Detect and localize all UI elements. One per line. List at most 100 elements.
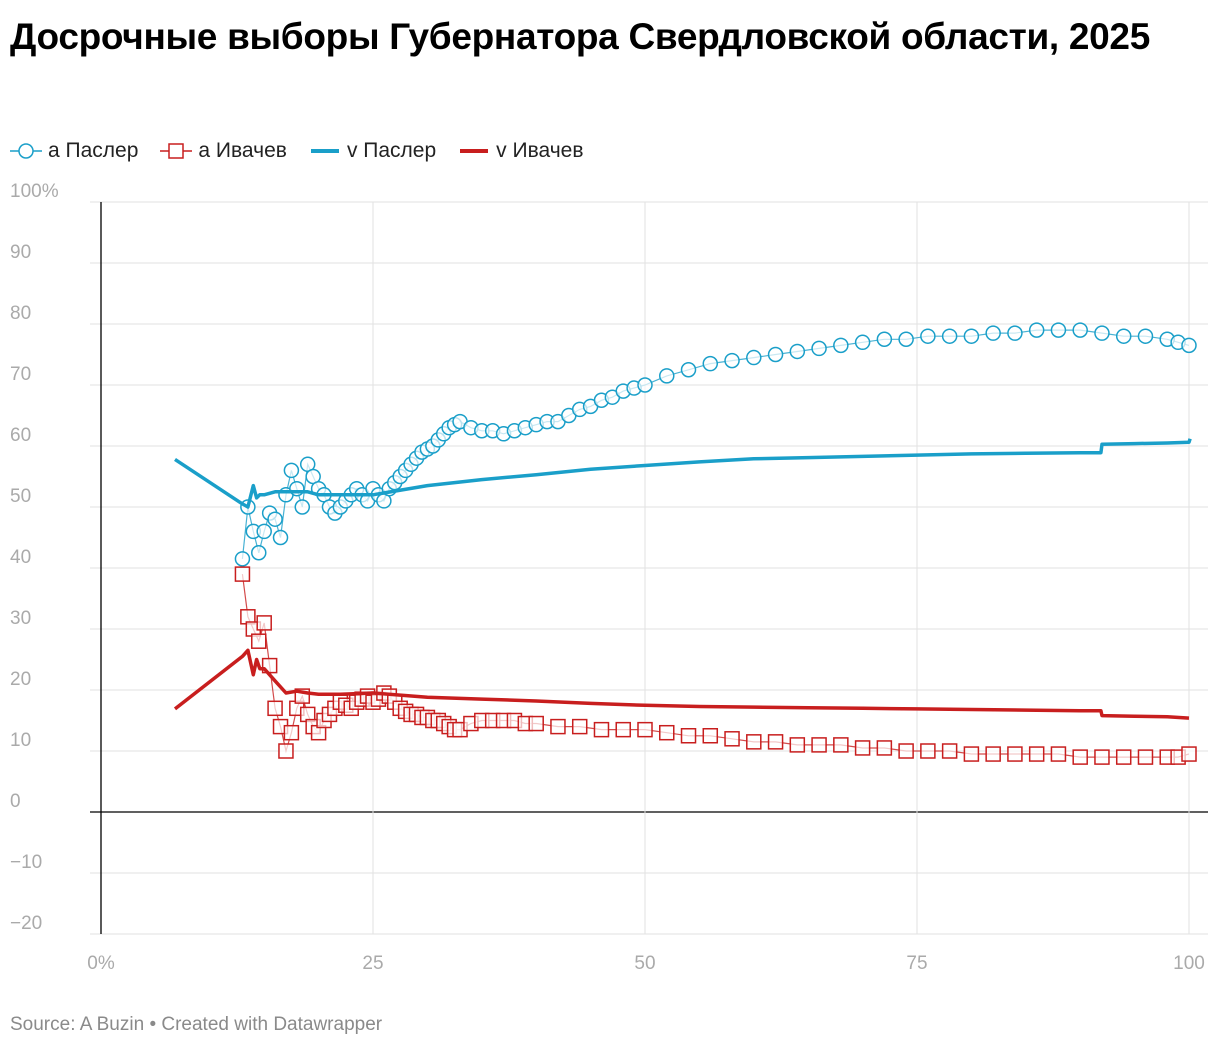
data-point-a-Паслер bbox=[289, 480, 305, 497]
data-point-a-Паслер bbox=[283, 462, 300, 479]
y-tick-label: 40 bbox=[10, 547, 31, 568]
data-point-a-Паслер bbox=[898, 331, 914, 347]
x-tick-label: 100 bbox=[1173, 953, 1205, 974]
data-point-a-Ивачев bbox=[985, 746, 1001, 762]
data-point-a-Ивачев bbox=[1115, 749, 1132, 765]
data-point-a-Ивачев bbox=[702, 728, 719, 744]
data-point-a-Ивачев bbox=[267, 700, 283, 717]
legend-item-v-ivachev: v Ивачев bbox=[458, 139, 584, 163]
x-tick-label: 0% bbox=[87, 953, 115, 974]
data-point-a-Ивачев bbox=[637, 721, 653, 738]
x-tick-label: 75 bbox=[906, 953, 927, 974]
data-point-a-Ивачев bbox=[251, 633, 267, 649]
y-tick-label: 70 bbox=[10, 364, 31, 385]
data-point-a-Ивачев bbox=[278, 743, 294, 759]
data-point-a-Паслер bbox=[272, 529, 289, 546]
data-point-a-Паслер bbox=[702, 355, 719, 372]
data-point-a-Ивачев bbox=[833, 737, 849, 753]
circle-marker-icon bbox=[10, 143, 42, 159]
legend-item-a-ivachev: a Ивачев bbox=[160, 139, 287, 163]
data-point-a-Паслер bbox=[1137, 328, 1154, 344]
series-line-v-Паслер bbox=[174, 438, 1192, 509]
data-point-a-Паслер bbox=[789, 343, 806, 360]
data-point-a-Ивачев bbox=[615, 721, 631, 738]
data-point-a-Ивачев bbox=[724, 731, 740, 747]
y-tick-label: 50 bbox=[10, 486, 31, 507]
data-point-a-Ивачев bbox=[593, 721, 610, 738]
data-point-a-Ивачев bbox=[811, 737, 827, 753]
data-point-a-Ивачев bbox=[1094, 749, 1110, 765]
legend-label: v Паслер bbox=[346, 139, 437, 162]
data-point-a-Ивачев bbox=[1007, 746, 1023, 762]
data-point-a-Ивачев bbox=[528, 715, 544, 732]
data-point-a-Ивачев bbox=[680, 728, 697, 744]
legend-label: a Паслер bbox=[48, 139, 139, 162]
data-point-a-Паслер bbox=[267, 511, 283, 527]
x-tick-label: 50 bbox=[634, 953, 655, 974]
data-point-a-Паслер bbox=[811, 340, 827, 357]
data-point-a-Паслер bbox=[833, 337, 849, 354]
line-marker-icon bbox=[460, 149, 489, 153]
data-point-a-Паслер bbox=[1050, 322, 1067, 338]
footer: Source: A Buzin • Created with Datawrapp… bbox=[10, 1014, 382, 1036]
data-point-a-Ивачев bbox=[234, 566, 251, 582]
data-point-a-Ивачев bbox=[550, 718, 566, 735]
line-chart: −20 −10 0 10 20 30 40 50 60 70 80 90 100% 0% 25 50 75 100 bbox=[10, 181, 1208, 974]
legend-label: a Ивачев bbox=[198, 139, 287, 162]
data-point-a-Ивачев bbox=[659, 724, 675, 741]
legend-item-v-pasler: v Паслер bbox=[309, 139, 436, 163]
data-point-a-Ивачев bbox=[876, 740, 893, 756]
data-point-a-Паслер bbox=[680, 362, 697, 378]
data-point-a-Паслер bbox=[1115, 328, 1132, 344]
data-point-a-Ивачев bbox=[898, 743, 914, 759]
data-point-a-Ивачев bbox=[1050, 746, 1067, 762]
y-tick-label: 30 bbox=[10, 608, 31, 629]
data-point-a-Ивачев bbox=[1137, 749, 1154, 765]
data-point-a-Паслер bbox=[767, 346, 784, 363]
data-point-a-Паслер bbox=[1094, 325, 1110, 341]
data-point-a-Паслер bbox=[659, 368, 675, 384]
data-point-a-Ивачев bbox=[256, 615, 272, 631]
data-point-a-Ивачев bbox=[283, 724, 300, 741]
data-point-a-Паслер bbox=[637, 377, 653, 393]
data-point-a-Ивачев bbox=[1072, 749, 1088, 765]
data-point-a-Паслер bbox=[1181, 337, 1197, 354]
data-point-a-Ивачев bbox=[571, 718, 588, 735]
data-point-a-Ивачев bbox=[767, 734, 784, 750]
data-point-a-Паслер bbox=[724, 352, 740, 369]
data-point-a-Ивачев bbox=[1181, 746, 1197, 762]
data-point-a-Паслер bbox=[876, 331, 893, 347]
square-marker-icon bbox=[160, 143, 193, 159]
source-text: Source: A Buzin bbox=[10, 1014, 145, 1035]
data-point-a-Ивачев bbox=[920, 743, 936, 759]
data-point-a-Паслер bbox=[941, 328, 958, 344]
y-tick-label: 100% bbox=[10, 181, 59, 202]
data-point-a-Ивачев bbox=[941, 743, 958, 759]
data-point-a-Паслер bbox=[920, 328, 936, 344]
data-point-a-Паслер bbox=[1072, 322, 1088, 338]
page-title: Досрочные выборы Губернатора Свердловско… bbox=[10, 16, 1150, 57]
credit-text: Created with Datawrapper bbox=[161, 1014, 383, 1035]
data-point-a-Ивачев bbox=[746, 734, 762, 750]
y-tick-label: 10 bbox=[10, 730, 31, 751]
legend-label: v Ивачев bbox=[496, 139, 584, 162]
data-point-a-Паслер bbox=[963, 328, 980, 344]
y-tick-label: 60 bbox=[10, 425, 31, 446]
legend-item-a-pasler: a Паслер bbox=[10, 139, 138, 163]
data-point-a-Паслер bbox=[251, 545, 267, 561]
data-point-a-Ивачев bbox=[963, 746, 980, 762]
y-tick-label: 20 bbox=[10, 669, 31, 690]
y-tick-label: −20 bbox=[10, 913, 42, 934]
data-point-a-Паслер bbox=[1028, 322, 1045, 338]
data-point-a-Паслер bbox=[985, 325, 1001, 341]
data-point-a-Паслер bbox=[256, 523, 272, 540]
y-tick-label: −10 bbox=[10, 852, 42, 873]
x-tick-label: 25 bbox=[362, 953, 383, 974]
y-tick-label: 90 bbox=[10, 242, 31, 263]
line-marker-icon bbox=[310, 149, 339, 153]
data-point-a-Ивачев bbox=[1028, 746, 1045, 762]
data-point-a-Паслер bbox=[854, 334, 871, 351]
data-point-a-Ивачев bbox=[789, 737, 806, 753]
data-point-a-Ивачев bbox=[854, 740, 871, 756]
data-point-a-Паслер bbox=[294, 499, 311, 515]
